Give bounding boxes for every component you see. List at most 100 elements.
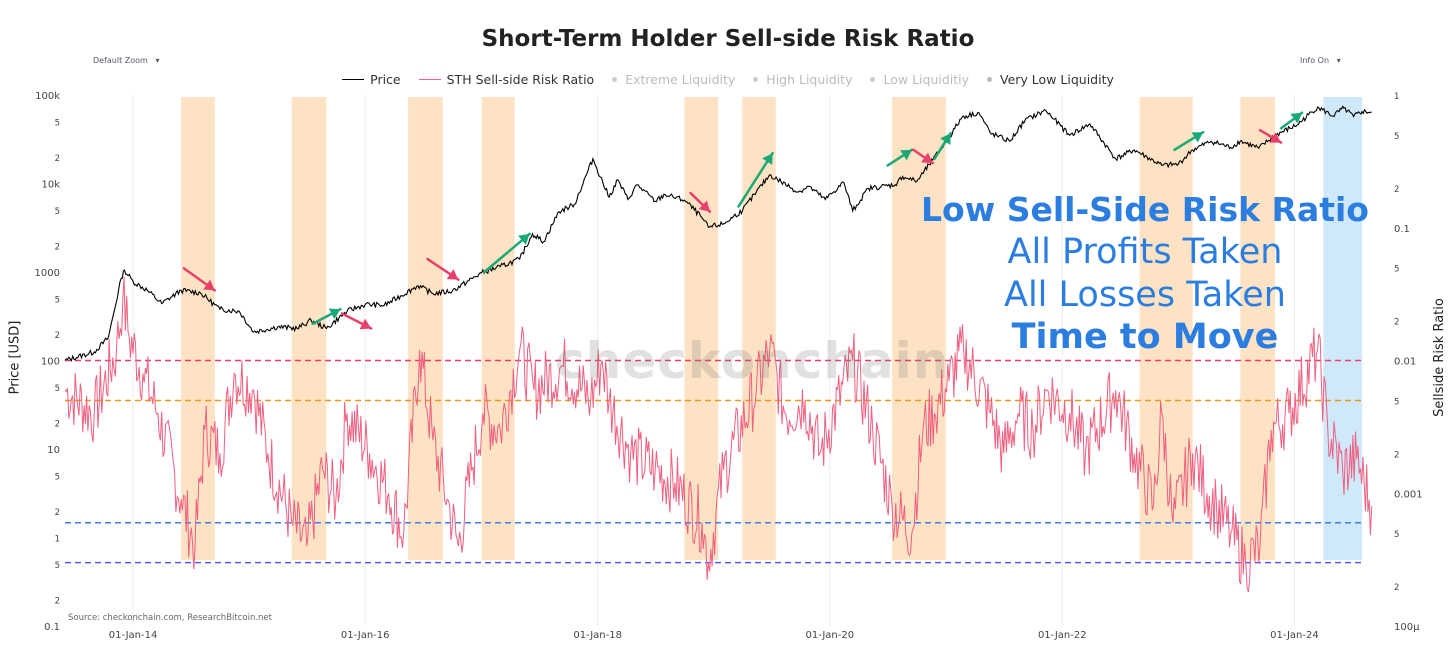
info-dropdown[interactable]: Info On ▾ — [1300, 56, 1341, 65]
arrow-down-icon — [426, 257, 460, 281]
x-tick-label: 01-Jan-14 — [109, 630, 158, 641]
y-axis-right-title: Sellside Risk Ratio — [1431, 298, 1447, 417]
series-line-price — [64, 105, 1372, 362]
y-right-tick-label: 5 — [1394, 530, 1399, 540]
y-right-tick-label: 100µ — [1394, 622, 1420, 633]
y-right-tick-label: 2 — [1394, 583, 1399, 593]
legend-dot-icon — [612, 77, 618, 82]
y-left-tick-label: 0.1 — [44, 622, 60, 633]
y-right-tick-label: 0.1 — [1394, 224, 1410, 235]
arrow-head — [1269, 132, 1282, 143]
series-line-risk-ratio — [64, 276, 1373, 592]
arrow-head — [900, 149, 912, 161]
annotation-line-2: All Profits Taken — [1007, 232, 1283, 272]
y-right-tick-label: 2 — [1394, 318, 1399, 328]
arrow-up-icon — [933, 131, 952, 161]
legend-item-price[interactable]: Price — [342, 72, 401, 87]
legend-label: Price — [370, 72, 401, 87]
arrow-head — [359, 318, 372, 330]
arrow-head — [940, 133, 951, 145]
legend-label: STH Sell-side Risk Ratio — [446, 72, 595, 87]
arrow-head — [518, 233, 530, 245]
liquidity-band — [181, 97, 215, 560]
legend-label: Low Liquiditiy — [883, 72, 970, 87]
arrow-head — [698, 200, 710, 212]
y-left-tick-label: 100 — [41, 357, 60, 368]
legend-dot-icon — [870, 77, 876, 82]
liquidity-band — [742, 97, 776, 560]
legend-swatch-line — [342, 79, 365, 80]
chevron-down-icon: ▾ — [155, 56, 160, 65]
y-left-tick-label: 2 — [55, 508, 60, 518]
y-left-tick-label: 5 — [55, 119, 60, 129]
arrow-up-icon — [1173, 130, 1205, 152]
legend-item-risk-ratio[interactable]: STH Sell-side Risk Ratio — [418, 72, 595, 87]
info-label: Info On — [1300, 56, 1330, 65]
y-right-tick-label: 0.01 — [1394, 357, 1416, 368]
legend-label: Very Low Liquidity — [1000, 72, 1114, 87]
y-left-tick-label: 5 — [55, 296, 60, 306]
arrow-up-icon — [483, 232, 531, 274]
arrow-down-icon — [689, 191, 712, 213]
liquidity-band — [1240, 97, 1276, 560]
y-left-tick-label: 2 — [55, 242, 60, 252]
legend-label: Extreme Liquidity — [625, 72, 736, 87]
y-right-tick-label: 2 — [1394, 185, 1399, 195]
default-zoom-dropdown[interactable]: Default Zoom ▾ — [93, 56, 160, 65]
legend-item-low-liquidity[interactable]: Low Liquiditiy — [870, 72, 969, 87]
chart-title: Short-Term Holder Sell-side Risk Ratio — [481, 26, 975, 52]
x-tick-label: 01-Jan-22 — [1038, 630, 1087, 641]
arrow-up-icon — [1279, 111, 1304, 130]
arrow-head — [921, 152, 933, 164]
watermark: checkonchain — [555, 332, 950, 390]
x-tick-label: 01-Jan-20 — [805, 630, 854, 641]
y-left-tick-label: 2 — [55, 154, 60, 164]
y-left-tick-label: 5 — [55, 207, 60, 217]
x-tick-label: 01-Jan-24 — [1270, 630, 1319, 641]
liquidity-band — [684, 97, 719, 560]
y-left-tick-label: 10 — [47, 445, 60, 456]
legend-swatch-line — [418, 79, 441, 80]
legend-label: High Liquidity — [766, 72, 853, 87]
y-left-tick-label: 5 — [55, 561, 60, 571]
legend-dot-icon — [987, 77, 993, 82]
y-right-tick-label: 5 — [1394, 265, 1399, 275]
legend-dot-icon — [753, 77, 759, 82]
arrow-head — [203, 279, 215, 291]
y-right-tick-label: 5 — [1394, 132, 1399, 142]
arrow-head — [446, 269, 459, 280]
y-left-tick-label: 1 — [55, 535, 60, 545]
liquidity-band — [481, 97, 515, 560]
arrow-head — [762, 153, 773, 165]
liquidity-band — [1323, 97, 1363, 560]
liquidity-band — [892, 97, 946, 560]
legend-item-extreme-liquidity[interactable]: Extreme Liquidity — [612, 72, 735, 87]
arrow-up-icon — [886, 148, 914, 167]
y-left-tick-label: 100k — [35, 91, 60, 102]
y-left-tick-label: 2 — [55, 419, 60, 429]
liquidity-band — [408, 97, 443, 560]
y-right-tick-label: 1 — [1394, 92, 1399, 102]
legend-item-high-liquidity[interactable]: High Liquidity — [753, 72, 852, 87]
y-right-tick-label: 0.001 — [1394, 489, 1423, 500]
arrow-down-icon — [182, 267, 217, 292]
arrow-head — [328, 308, 341, 320]
y-left-tick-label: 5 — [55, 473, 60, 483]
arrow-up-icon — [311, 307, 342, 326]
chart-legend: Price STH Sell-side Risk Ratio Extreme L… — [0, 72, 1456, 87]
annotation-line-1: Low Sell-Side Risk Ratio — [921, 190, 1369, 229]
legend-item-very-low-liquidity[interactable]: Very Low Liquidity — [987, 72, 1114, 87]
annotation-line-4: Time to Move — [1011, 317, 1279, 357]
arrow-shaft — [737, 151, 774, 208]
y-left-tick-label: 10k — [41, 180, 60, 191]
y-axis-left-title: Price [USD] — [7, 320, 23, 395]
source-note: Source: checkonchain.com, ResearchBitcoi… — [68, 613, 272, 623]
arrow-down-icon — [340, 312, 373, 330]
annotation-line-3: All Losses Taken — [1004, 275, 1286, 315]
arrow-head — [1191, 132, 1204, 143]
zoom-label: Default Zoom — [93, 56, 148, 65]
arrow-head — [1290, 112, 1303, 124]
x-tick-label: 01-Jan-18 — [573, 630, 622, 641]
